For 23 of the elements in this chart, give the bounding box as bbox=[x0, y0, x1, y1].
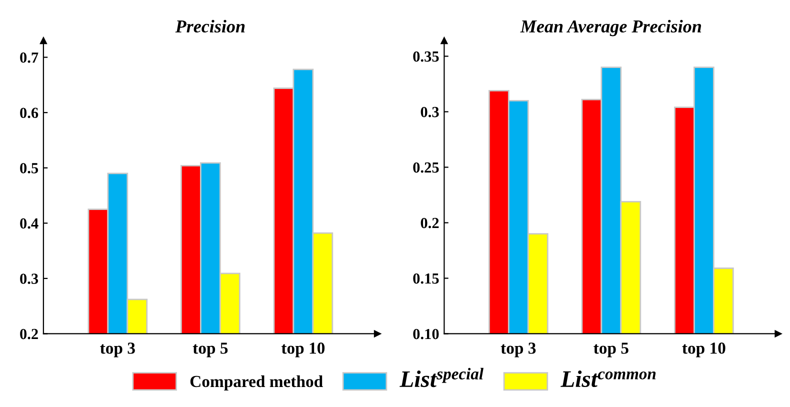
x-tick-label: top 5 bbox=[192, 342, 228, 358]
x-tick-label: top 10 bbox=[281, 342, 325, 358]
x-tick-label: top 3 bbox=[500, 342, 536, 358]
y-tick-label: 0.2 bbox=[20, 328, 38, 340]
y-tick-label: 0.35 bbox=[413, 51, 439, 62]
y-tick-label: 0.2 bbox=[420, 218, 439, 228]
x-tick-label: top 10 bbox=[682, 342, 726, 358]
y-tick-label: 0.25 bbox=[413, 162, 439, 173]
chart-title: Precision bbox=[175, 20, 245, 33]
legend-label: List$^{common}$ bbox=[560, 370, 656, 388]
x-tick-label: top 5 bbox=[594, 342, 628, 358]
y-tick-label: 0.6 bbox=[20, 108, 38, 118]
y-tick-label: 0.7 bbox=[20, 52, 38, 63]
legend-label: Compared method bbox=[190, 375, 323, 391]
chart-title: Mean Average Precision bbox=[520, 20, 702, 36]
x-tick-label: top 3 bbox=[100, 342, 135, 358]
y-tick-label: 0.5 bbox=[20, 163, 38, 174]
y-tick-label: 0.10 bbox=[413, 328, 439, 340]
y-tick-label: 0.3 bbox=[20, 274, 38, 284]
y-tick-label: 0.15 bbox=[413, 273, 439, 284]
y-tick-label: 0.3 bbox=[420, 106, 439, 118]
legend-label: List$^{special}$ bbox=[400, 368, 484, 388]
y-tick-label: 0.4 bbox=[20, 218, 38, 229]
